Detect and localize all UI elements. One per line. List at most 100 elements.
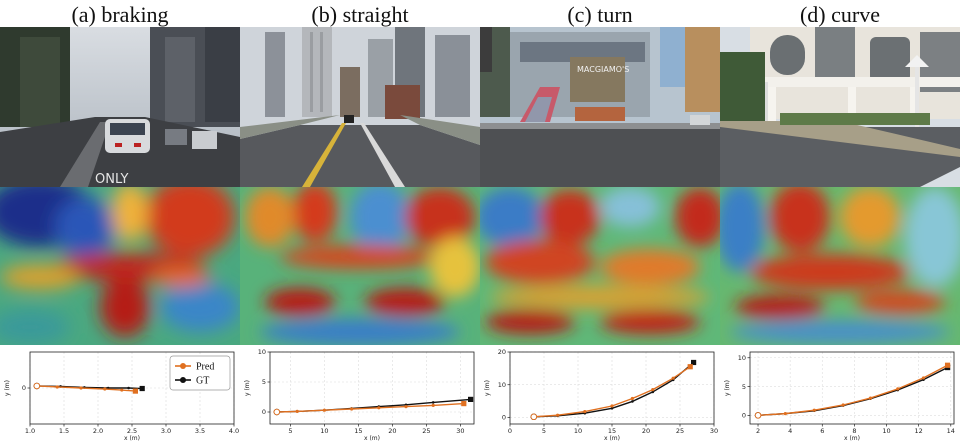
camera-image-straight: [240, 27, 480, 187]
x-tick-label: 0: [508, 427, 512, 435]
x-tick-label: 30: [710, 427, 718, 435]
y-tick-label: 5: [262, 378, 266, 386]
gt-point: [610, 406, 614, 410]
pred-point: [671, 376, 675, 380]
x-axis-label: x (m): [364, 435, 380, 441]
x-tick-label: 6: [820, 427, 824, 435]
x-tick-label: 15: [354, 427, 362, 435]
x-tick-label: 14: [947, 427, 955, 435]
trajectory-plot-braking-svg: 1.0 1.5 2.0 2.5 3.0 3.5 4.0 0 x (m) y (m) Pred GT: [4, 351, 239, 441]
x-tick-label: 3.0: [161, 427, 171, 435]
heatmap-turn: [480, 187, 720, 345]
pred-point: [783, 412, 787, 416]
x-tick-label: 4.0: [229, 427, 239, 435]
pred-line: [276, 402, 464, 413]
y-axis-label: y (m): [244, 380, 251, 396]
pred-line: [757, 364, 948, 417]
trajectory-plot-straight: 5 10 15 20 25 30 0 5 10 x (m) y (m): [240, 346, 480, 441]
y-tick-label: 0: [742, 412, 746, 420]
pred-point: [377, 406, 381, 410]
x-tick-label: 20: [388, 427, 396, 435]
x-tick-label: 1.0: [25, 427, 35, 435]
camera-image-braking: ONLY: [0, 27, 240, 187]
trajectory-plot-straight-svg: 5 10 15 20 25 30 0 5 10 x (m) y (m): [244, 348, 475, 441]
panel-title-b: (b) straight: [311, 2, 409, 27]
gt-point: [651, 390, 655, 394]
x-tick-label: 30: [456, 427, 464, 435]
plot-frame: [749, 351, 955, 425]
camera-image-curve: [720, 27, 960, 187]
heatmap-braking: [0, 187, 240, 345]
x-tick-label: 4: [788, 427, 792, 435]
x-axis-label: x (m): [604, 435, 620, 441]
trajectory-plot-curve-svg: 2 4 6 8 10 12 14 0 5 10 x (m) y (m): [724, 351, 955, 441]
y-tick-label: 0: [22, 384, 26, 392]
x-tick-label: 10: [320, 427, 328, 435]
panel-title-d: (d) curve: [799, 2, 880, 27]
y-tick-label: 10: [498, 381, 506, 389]
legend-label: GT: [196, 376, 209, 387]
panel-title-c: (c) turn: [567, 2, 633, 27]
road-marking-text: ONLY: [95, 172, 128, 187]
y-tick-label: 10: [258, 348, 266, 356]
x-axis-label: x (m): [124, 435, 140, 441]
pred-point: [841, 403, 845, 407]
x-tick-label: 10: [882, 427, 890, 435]
pred-end-marker: [944, 362, 951, 368]
x-tick-label: 1.5: [59, 427, 69, 435]
gt-end-marker: [691, 359, 697, 366]
x-tick-label: 25: [422, 427, 430, 435]
panel-title-a: (a) braking: [71, 2, 169, 27]
gt-point: [631, 400, 634, 403]
y-axis-label: y (m): [484, 380, 491, 396]
x-tick-label: 2.0: [93, 427, 103, 435]
legend-label: Pred: [196, 362, 214, 373]
gt-line: [276, 398, 471, 413]
pred-point: [103, 387, 107, 391]
gt-point: [127, 386, 130, 390]
x-tick-label: 2: [756, 427, 760, 435]
y-tick-label: 5: [742, 383, 746, 391]
legend-marker: [180, 377, 186, 383]
pred-point: [630, 396, 634, 401]
x-tick-label: 5: [288, 427, 292, 435]
y-tick-label: 0: [262, 408, 266, 416]
x-tick-label: 5: [542, 427, 546, 435]
y-tick-label: 10: [738, 354, 746, 362]
building-sign-text: MACGIAMO'S: [577, 65, 629, 74]
pred-point: [431, 403, 435, 407]
heatmap-straight: [240, 187, 480, 345]
pred-end-marker: [687, 364, 693, 370]
pred-point: [583, 409, 587, 414]
y-tick-label: 0: [502, 414, 506, 422]
y-axis-label: y (m): [724, 380, 731, 396]
pred-point: [79, 386, 83, 390]
pred-point: [921, 376, 926, 380]
gt-line: [533, 361, 695, 418]
y-axis-label: y (m): [4, 380, 11, 396]
pred-point: [295, 409, 299, 413]
gt-line: [757, 366, 948, 417]
pred-line: [36, 385, 136, 392]
x-tick-label: 8: [852, 427, 856, 435]
x-tick-label: 3.5: [195, 427, 205, 435]
legend-marker: [180, 363, 186, 369]
trajectory-plot-braking: 1.0 1.5 2.0 2.5 3.0 3.5 4.0 0 x (m) y (m) Pred GT: [0, 346, 240, 441]
x-tick-label: 25: [676, 427, 684, 435]
pred-start-marker: [33, 382, 41, 390]
pred-point: [556, 413, 560, 417]
x-tick-label: 12: [915, 427, 923, 435]
camera-image-turn: MACGIAMO'S: [480, 27, 720, 187]
pred-end-marker: [132, 388, 138, 394]
pred-point: [896, 387, 900, 391]
pred-point: [322, 408, 326, 412]
trajectory-plot-turn: 0 5 10 15 20 25 30 0 10 20 x (m) y (m): [480, 346, 720, 441]
gt-end-marker: [468, 396, 474, 402]
pred-line: [533, 366, 691, 418]
pred-start-marker: [754, 412, 762, 419]
pred-point: [610, 404, 614, 408]
pred-point: [55, 385, 59, 389]
trajectory-plot-curve: 2 4 6 8 10 12 14 0 5 10 x (m) y (m): [720, 346, 960, 441]
pred-point: [868, 396, 873, 400]
x-tick-label: 10: [574, 427, 582, 435]
